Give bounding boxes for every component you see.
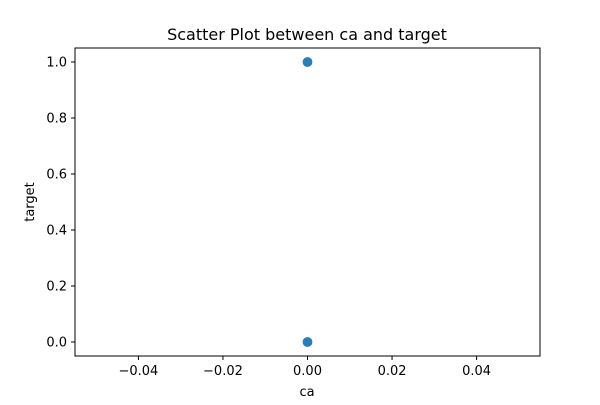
- plot-area-frame: [74, 47, 541, 357]
- scatter-points: [302, 57, 313, 347]
- y-axis-label: target: [23, 182, 38, 222]
- y-tick-label: 0.2: [46, 280, 67, 295]
- y-tick-label: 0.4: [46, 224, 67, 239]
- y-tick-label: 0.8: [46, 112, 67, 127]
- y-axis: 0.0 0.2 0.4 0.6 0.8 1.0: [46, 56, 75, 351]
- x-tick-label: −0.04: [118, 364, 158, 379]
- x-tick-label: 0.02: [378, 364, 407, 379]
- data-point: [302, 57, 313, 67]
- x-axis: −0.04 −0.02 0.00 0.02 0.04: [118, 356, 491, 379]
- chart-title: Scatter Plot between ca and target: [167, 25, 447, 44]
- x-tick-label: 0.00: [293, 364, 322, 379]
- y-tick-label: 1.0: [46, 56, 67, 71]
- x-axis-label: ca: [299, 385, 314, 400]
- y-tick-label: 0.0: [46, 336, 67, 351]
- y-tick-label: 0.6: [46, 168, 67, 183]
- x-tick-label: −0.02: [203, 364, 243, 379]
- data-point: [302, 337, 313, 347]
- x-tick-label: 0.04: [462, 364, 491, 379]
